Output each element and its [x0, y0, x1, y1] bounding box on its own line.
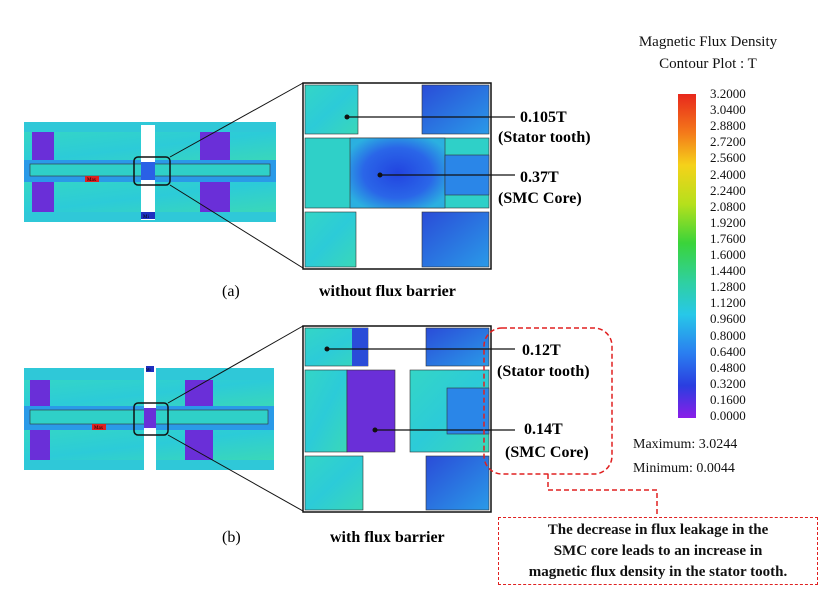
max-tag: Max [87, 178, 97, 183]
panel-b-caption: (b) [222, 529, 241, 546]
min-tag: Mi [143, 215, 149, 220]
max-marker [85, 176, 99, 182]
zoom-box [133, 156, 171, 186]
legend-tick: 3.2000 [710, 86, 746, 101]
panel-b-core-value: 0.14T [524, 421, 563, 438]
panel-b-core-label: (SMC Core) [505, 444, 589, 461]
legend-tick: 2.8800 [710, 118, 746, 134]
legend-tick: 1.7600 [710, 230, 746, 246]
panel-b-stator-value: 0.12T [522, 342, 561, 359]
legend-tick: 0.8000 [710, 327, 746, 343]
legend-tick: 2.2400 [710, 182, 746, 198]
panel-a-zoom [302, 82, 515, 270]
legend-tick: 2.0800 [710, 198, 746, 214]
color-bar [678, 94, 696, 418]
panel-a-model: Max Mi [24, 82, 304, 269]
legend-tick: 2.7200 [710, 134, 746, 150]
legend-tick: 1.9200 [710, 214, 746, 230]
min-tag-b: Mi [146, 367, 152, 372]
panel-a-core-label: (SMC Core) [498, 190, 582, 207]
legend-maximum: Maximum: 3.0244 [633, 437, 738, 452]
panel-a-title: without flux barrier [319, 283, 456, 300]
legend-tick: 2.5600 [710, 150, 746, 166]
legend-tick: 1.4400 [710, 263, 746, 279]
legend-tick: 0.9600 [710, 311, 746, 327]
legend-tick: 0.6400 [710, 343, 746, 359]
panel-a-core-value: 0.37T [520, 169, 559, 186]
panel-b-stator-label: (Stator tooth) [497, 363, 590, 380]
panel-a-stator-label: (Stator tooth) [498, 129, 591, 146]
legend-title-line2: Contour Plot : T [659, 56, 757, 72]
min-marker [141, 212, 155, 219]
zoom-box-b [133, 402, 169, 436]
note-line-2: SMC core leads to an increase in [553, 543, 763, 559]
legend-title-line1: Magnetic Flux Density [638, 34, 778, 50]
legend-tick: 0.4800 [710, 359, 746, 375]
panel-a-stator-value: 0.105T [520, 109, 567, 126]
legend-tick: 2.4000 [710, 166, 746, 182]
legend-tick: 0.1600 [710, 391, 746, 407]
panel-b-title: with flux barrier [330, 529, 445, 546]
callout-connector [547, 474, 658, 517]
legend-tick: 1.1200 [710, 295, 746, 311]
legend-tick: 1.2800 [710, 279, 746, 295]
note-line-3: magnetic flux density in the stator toot… [528, 564, 788, 580]
note-line-1: The decrease in flux leakage in the [547, 522, 769, 538]
legend-minimum: Minimum: 0.0044 [633, 461, 735, 476]
legend-tick: 0.0000 [710, 408, 746, 423]
legend-tick: 3.0400 [710, 102, 746, 118]
max-tag-b: Max [94, 426, 104, 431]
legend-tick: 0.3200 [710, 375, 746, 391]
legend-tick: 1.6000 [710, 247, 746, 262]
note-box: The decrease in flux leakage in the SMC … [498, 517, 818, 585]
panel-b-model: Mi Max [24, 325, 304, 512]
panel-a-caption: (a) [222, 283, 240, 300]
panel-b-zoom [302, 325, 515, 513]
